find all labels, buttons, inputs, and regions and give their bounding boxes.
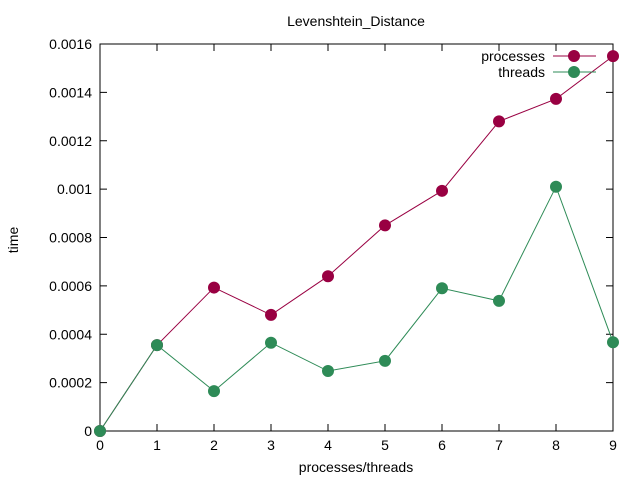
y-tick-label: 0.0014 — [49, 84, 92, 100]
data-point-processes — [322, 270, 334, 283]
x-tick-label: 7 — [495, 437, 503, 453]
data-point-threads — [208, 385, 220, 398]
data-point-threads — [265, 336, 277, 349]
x-tick-label: 4 — [324, 437, 332, 453]
y-tick-label: 0 — [84, 423, 92, 439]
y-axis-label: time — [5, 227, 21, 254]
y-tick-label: 0.0004 — [49, 326, 92, 342]
x-tick-label: 2 — [210, 437, 218, 453]
y-tick-label: 0.0002 — [49, 375, 92, 391]
data-point-threads — [151, 339, 163, 352]
data-point-threads — [550, 180, 562, 193]
x-axis-label: processes/threads — [299, 459, 413, 475]
x-tick-label: 3 — [267, 437, 275, 453]
data-point-threads — [379, 354, 391, 367]
legend-marker-threads — [568, 66, 580, 78]
x-tick-label: 9 — [609, 437, 617, 453]
y-tick-label: 0.0006 — [49, 278, 92, 294]
data-point-processes — [550, 92, 562, 105]
legend-marker-processes — [568, 50, 580, 62]
data-point-threads — [322, 365, 334, 378]
x-tick-label: 5 — [381, 437, 389, 453]
legend-label-processes: processes — [481, 48, 545, 64]
data-point-processes — [493, 115, 505, 128]
x-tick-label: 0 — [96, 437, 104, 453]
series-line-processes — [99, 55, 614, 432]
axes — [99, 43, 614, 432]
x-tick-label: 1 — [153, 437, 161, 453]
chart-title: Levenshtein_Distance — [287, 13, 425, 29]
series — [94, 50, 619, 437]
x-tick-label: 6 — [438, 437, 446, 453]
data-point-threads — [607, 336, 619, 349]
data-point-processes — [436, 184, 448, 197]
data-point-processes — [208, 281, 220, 294]
data-point-processes — [379, 219, 391, 232]
data-point-threads — [436, 282, 448, 295]
data-point-processes — [607, 50, 619, 63]
y-tick-label: 0.0016 — [49, 36, 92, 52]
data-point-processes — [265, 308, 277, 321]
y-tick-label: 0.0012 — [49, 133, 92, 149]
plot-frame — [99, 43, 614, 432]
data-point-threads — [94, 425, 106, 437]
y-tick-label: 0.001 — [57, 181, 92, 197]
legend-label-threads: threads — [498, 64, 545, 80]
ticks: 0 0.0002 0.0004 0.0006 0.0008 0.001 0.0012 0.00… — [49, 36, 617, 453]
data-point-threads — [493, 294, 505, 307]
series-line-threads — [99, 185, 614, 432]
y-tick-label: 0.0008 — [49, 230, 92, 246]
x-tick-label: 8 — [552, 437, 560, 453]
